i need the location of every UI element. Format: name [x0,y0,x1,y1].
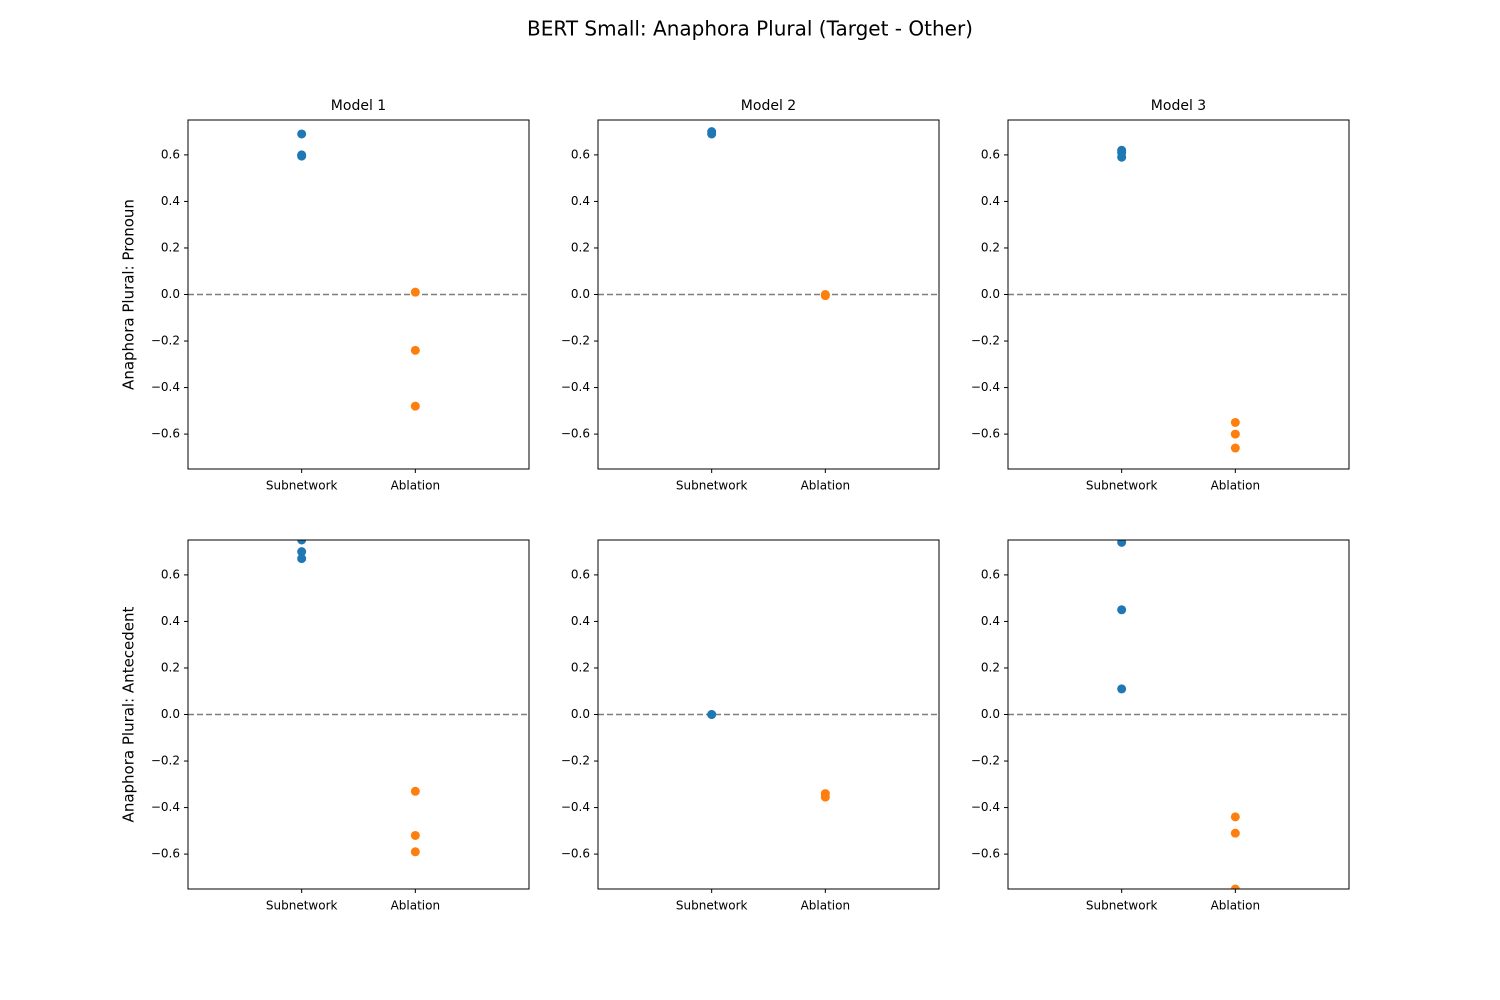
y-tick-label: 0.6 [161,567,180,581]
point [1230,429,1240,439]
y-tick-label: −0.6 [971,847,1000,861]
y-tick-label: −0.6 [561,847,590,861]
y-tick-label: −0.2 [561,754,590,768]
subplot-title: Model 2 [741,98,796,114]
point [1230,417,1240,427]
y-tick-label: 0.6 [571,147,590,161]
x-tick-label: Subnetwork [266,899,338,913]
y-tick-label: 0.4 [981,194,1000,208]
point [410,345,420,355]
axes-frame [1007,119,1350,470]
axes-frame [1007,539,1350,890]
subplot-title: Model 1 [331,98,386,114]
point [410,786,420,796]
point [707,710,717,719]
point [410,401,420,411]
point [1117,605,1127,615]
y-tick-label: 0.6 [161,147,180,161]
point [297,554,307,564]
point [1117,684,1127,694]
y-tick-label: −0.4 [561,380,590,394]
axes-frame [187,119,530,470]
axes-frame [187,539,530,890]
y-tick-label: 0.0 [571,707,590,721]
y-tick-label: 0.6 [981,567,1000,581]
y-tick-label: 0.6 [571,567,590,581]
y-tick-label: −0.4 [561,800,590,814]
y-tick-label: −0.4 [151,380,180,394]
y-tick-label: 0.4 [161,614,180,628]
y-tick-label: 0.4 [161,194,180,208]
axes-frame [597,539,940,890]
point [1117,152,1127,162]
x-tick-label: Subnetwork [676,899,748,913]
y-tick-label: 0.4 [981,614,1000,628]
point [707,129,717,139]
point [1230,443,1240,453]
y-tick-label: −0.6 [151,847,180,861]
point [410,847,420,857]
y-tick-label: 0.2 [161,660,180,674]
x-tick-label: Subnetwork [1086,899,1158,913]
subplot-title: Model 3 [1151,98,1206,114]
y-tick-label: −0.6 [151,427,180,441]
y-tick-label: −0.2 [971,754,1000,768]
point [1230,812,1240,822]
y-tick-label: −0.6 [971,427,1000,441]
point [410,830,420,840]
point [297,540,307,545]
x-tick-label: Ablation [1211,479,1261,493]
point [820,291,830,301]
y-tick-label: −0.2 [561,334,590,348]
point [297,129,307,139]
y-tick-label: −0.2 [971,334,1000,348]
x-tick-label: Ablation [801,479,851,493]
point [297,547,307,557]
point [1230,884,1240,889]
y-tick-label: 0.0 [981,287,1000,301]
y-tick-label: 0.4 [571,194,590,208]
x-tick-label: Ablation [1211,899,1261,913]
y-tick-label: −0.4 [971,800,1000,814]
y-tick-label: 0.2 [981,240,1000,254]
point [297,151,307,161]
y-tick-label: −0.2 [151,754,180,768]
y-tick-label: −0.4 [971,380,1000,394]
point [1230,828,1240,838]
y-axis-label: Anaphora Plural: Antecedent [120,606,138,822]
x-tick-label: Subnetwork [676,479,748,493]
y-axis-label: Anaphora Plural: Pronoun [120,199,138,390]
y-tick-label: −0.6 [561,427,590,441]
y-tick-label: −0.2 [151,334,180,348]
axes-frame [597,119,940,470]
y-tick-label: −0.4 [151,800,180,814]
x-tick-label: Subnetwork [1086,479,1158,493]
y-tick-label: 0.4 [571,614,590,628]
y-tick-label: 0.0 [161,287,180,301]
y-tick-label: 0.2 [981,660,1000,674]
point [410,287,420,297]
y-tick-label: 0.0 [571,287,590,301]
y-tick-label: 0.0 [981,707,1000,721]
x-tick-label: Subnetwork [266,479,338,493]
y-tick-label: 0.2 [161,240,180,254]
point [820,792,830,802]
figure-title: BERT Small: Anaphora Plural (Target - Ot… [527,17,973,41]
y-tick-label: 0.2 [571,240,590,254]
x-tick-label: Ablation [391,479,441,493]
x-tick-label: Ablation [801,899,851,913]
x-tick-label: Ablation [391,899,441,913]
point [1117,540,1127,547]
y-tick-label: 0.2 [571,660,590,674]
y-tick-label: 0.0 [161,707,180,721]
y-tick-label: 0.6 [981,147,1000,161]
